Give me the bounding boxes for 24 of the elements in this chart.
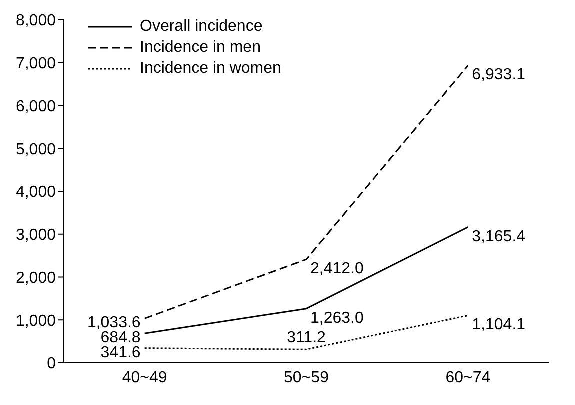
legend-label: Overall incidence — [140, 18, 263, 36]
data-label: 3,165.4 — [472, 228, 526, 246]
x-tick-label: 50~59 — [284, 369, 330, 386]
data-label: 1,263.0 — [310, 310, 364, 327]
y-tick-label: 4,000 — [16, 184, 56, 202]
data-label: 341.6 — [100, 344, 141, 362]
y-tick-label: 2,000 — [16, 270, 56, 287]
data-label: 684.8 — [100, 330, 141, 347]
y-tick-label: 1,000 — [16, 312, 56, 330]
x-tick-label: 40~49 — [122, 369, 168, 386]
y-tick-label: 0 — [47, 356, 56, 373]
legend-label: Incidence in men — [140, 38, 261, 56]
y-tick-label: 3,000 — [16, 227, 56, 244]
y-tick-label: 8,000 — [16, 12, 56, 30]
x-tick-label: 60~74 — [446, 369, 491, 386]
y-tick-label: 5,000 — [16, 141, 56, 158]
data-label: 1,033.6 — [87, 314, 141, 332]
y-tick-label: 6,000 — [16, 98, 56, 116]
data-label: 2,412.0 — [310, 260, 364, 278]
legend-label: Incidence in women — [140, 60, 282, 78]
data-label: 1,104.1 — [472, 316, 526, 334]
y-tick-label: 7,000 — [16, 56, 56, 73]
data-label: 6,933.1 — [472, 66, 526, 84]
data-label: 311.2 — [287, 330, 326, 347]
